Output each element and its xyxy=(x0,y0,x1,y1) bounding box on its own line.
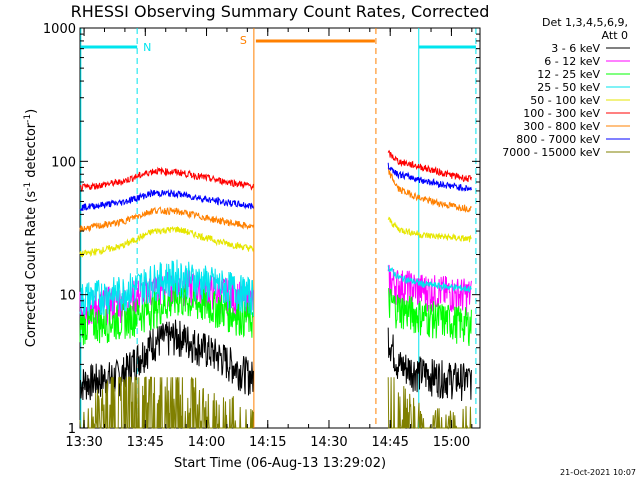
series-line xyxy=(387,162,472,192)
x-tick-label: 14:45 xyxy=(371,435,408,450)
x-axis-label: Start Time (06-Aug-13 13:29:02) xyxy=(174,456,386,471)
series-line xyxy=(387,264,472,316)
y-axis-label: Corrected Count Rate (s-1 detector-1) xyxy=(23,109,39,347)
y-tick-label: 1 xyxy=(68,422,76,437)
x-tick-label: 13:30 xyxy=(65,435,102,450)
axis-layer: 1 10 100 1000 13:30 13:45 14:00 14:15 14:30 14:45… xyxy=(43,22,480,450)
legend-entry-label: 800 - 7000 keV xyxy=(516,133,600,146)
y-label-sup1: -1 xyxy=(23,182,33,191)
flag-layer: NS xyxy=(80,28,477,428)
legend-header-detectors: Det 1,3,4,5,6,9, xyxy=(542,16,628,29)
x-tick-label: 13:45 xyxy=(127,435,164,450)
night-label: N xyxy=(143,41,151,54)
y-tick-label: 10 xyxy=(59,289,76,304)
legend-entry-label: 50 - 100 keV xyxy=(530,94,600,107)
series-line xyxy=(79,188,254,212)
y-label-part3: ) xyxy=(24,109,39,114)
series-line xyxy=(387,327,472,402)
y-tick-label: 100 xyxy=(51,155,76,170)
legend-entry-label: 300 - 800 keV xyxy=(523,120,600,133)
series-line xyxy=(388,288,472,347)
y-tick-label: 1000 xyxy=(43,22,76,37)
legend-entry-label: 25 - 50 keV xyxy=(537,81,600,94)
legend-entry-label: 3 - 6 keV xyxy=(551,42,600,55)
series-line xyxy=(79,206,254,233)
legend-header-attenuator: Att 0 xyxy=(602,29,628,42)
series-layer xyxy=(79,149,472,430)
series-line xyxy=(79,166,254,193)
y-label-part2: detector xyxy=(24,122,39,182)
y-label-sup2: -1 xyxy=(23,114,33,123)
series-line xyxy=(387,149,472,183)
y-label-part1: Corrected Count Rate (s xyxy=(24,191,39,348)
series-line xyxy=(387,265,472,293)
series-line xyxy=(79,376,254,429)
series-line xyxy=(79,319,254,401)
legend-entry-label: 12 - 25 keV xyxy=(537,68,600,81)
legend-entry-label: 6 - 12 keV xyxy=(544,55,600,68)
series-line xyxy=(387,216,472,243)
series-line xyxy=(79,259,254,317)
chart-title: RHESSI Observing Summary Count Rates, Co… xyxy=(71,2,490,21)
series-line xyxy=(387,377,472,430)
x-tick-label: 15:00 xyxy=(433,435,470,450)
x-tick-label: 14:30 xyxy=(310,435,347,450)
series-line xyxy=(387,167,472,213)
saa-label: S xyxy=(240,34,247,47)
legend-entry-label: 100 - 300 keV xyxy=(523,107,600,120)
legend-entry-label: 7000 - 15000 keV xyxy=(502,146,600,159)
footer-date: 21-Oct-2021 10:07 xyxy=(560,468,636,477)
x-tick-label: 14:15 xyxy=(249,435,286,450)
series-line xyxy=(79,226,254,258)
x-tick-label: 14:00 xyxy=(188,435,225,450)
